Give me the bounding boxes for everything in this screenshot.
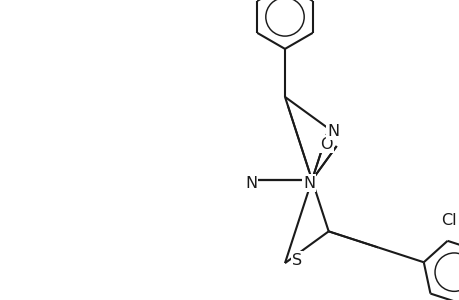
Text: N: N — [244, 176, 257, 190]
Text: O: O — [320, 136, 332, 152]
Text: N: N — [302, 176, 314, 190]
Text: N: N — [327, 124, 339, 139]
Text: Cl: Cl — [440, 213, 456, 228]
Text: S: S — [291, 253, 302, 268]
